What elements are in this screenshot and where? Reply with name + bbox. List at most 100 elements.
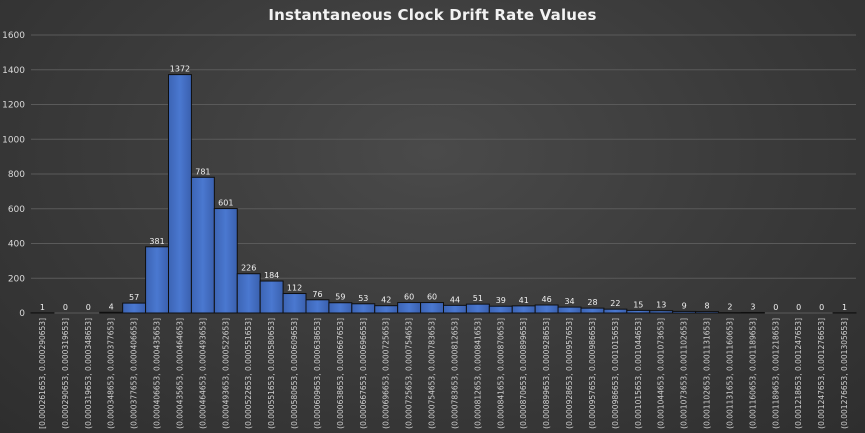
bar bbox=[99, 311, 124, 314]
x-tick-label: (0.000957653, 0.000986653] bbox=[588, 318, 597, 429]
x-tick-label: (0.000986653, 0.001015653] bbox=[611, 318, 620, 429]
x-tick-label: (0.001044653, 0.001073653] bbox=[657, 318, 666, 429]
x-tick-label: (0.001218653, 0.001247653] bbox=[794, 318, 803, 429]
y-tick-label: 1600 bbox=[2, 31, 25, 41]
x-tick-label: (0.000899653, 0.000928653] bbox=[542, 318, 551, 429]
bar bbox=[145, 246, 169, 314]
data-label: 9 bbox=[682, 301, 687, 310]
bar bbox=[580, 307, 605, 314]
y-tick-label: 200 bbox=[8, 274, 25, 284]
y-tick-label: 1400 bbox=[2, 66, 25, 76]
data-label: 4 bbox=[109, 302, 114, 311]
data-label: 60 bbox=[404, 293, 414, 302]
bar bbox=[397, 302, 422, 314]
bar bbox=[190, 176, 215, 314]
bar bbox=[488, 305, 513, 314]
data-label: 0 bbox=[819, 303, 824, 312]
data-label: 1 bbox=[842, 303, 847, 312]
x-tick-label: (0.000406653, 0.000435653] bbox=[153, 318, 162, 429]
data-label: 57 bbox=[129, 293, 139, 302]
x-tick-label: (0.001102653, 0.001131653] bbox=[703, 318, 712, 429]
x-tick-label: (0.000870653, 0.000899653] bbox=[519, 318, 528, 429]
data-label: 0 bbox=[773, 303, 778, 312]
data-label: 41 bbox=[519, 296, 529, 305]
x-tick-label: (0.001247653, 0.001276653] bbox=[817, 318, 826, 429]
bar bbox=[695, 311, 719, 314]
bar bbox=[328, 302, 353, 314]
x-tick-label: (0.000841653, 0.000870653] bbox=[496, 318, 505, 429]
data-label: 112 bbox=[287, 284, 302, 293]
data-label: 76 bbox=[312, 290, 322, 299]
data-label: 28 bbox=[587, 298, 597, 307]
bar bbox=[305, 299, 330, 314]
data-label: 0 bbox=[796, 303, 801, 312]
data-label: 42 bbox=[381, 296, 391, 305]
x-axis-ticks: [0.000261653, 0.000290653] (0.000290653, … bbox=[38, 318, 849, 429]
data-label: 39 bbox=[496, 296, 506, 305]
data-label: 1 bbox=[40, 303, 45, 312]
data-label: 44 bbox=[450, 295, 460, 304]
data-label: 381 bbox=[149, 237, 164, 246]
data-label: 22 bbox=[610, 299, 620, 308]
x-tick-label: (0.001276653, 0.001305653] bbox=[840, 318, 849, 429]
x-tick-label: (0.000928653, 0.000957653] bbox=[565, 318, 574, 429]
x-tick-label: (0.000696653, 0.000725653] bbox=[382, 318, 391, 429]
x-tick-label: (0.000493653, 0.000522653] bbox=[221, 318, 230, 429]
y-tick-label: 1200 bbox=[2, 101, 25, 111]
x-tick-label: (0.000812653, 0.000841653] bbox=[473, 318, 482, 429]
bar bbox=[740, 311, 765, 314]
x-tick-label: (0.000580653, 0.000609653] bbox=[290, 318, 299, 429]
bar bbox=[236, 273, 261, 314]
bar bbox=[603, 308, 628, 314]
data-label: 59 bbox=[335, 293, 345, 302]
data-label: 13 bbox=[656, 301, 666, 310]
y-tick-label: 600 bbox=[8, 205, 25, 215]
x-tick-label: (0.000638653, 0.000667653] bbox=[336, 318, 345, 429]
bar bbox=[282, 293, 307, 314]
x-tick-label: (0.000319653, 0.000348653] bbox=[84, 318, 93, 429]
x-tick-label: (0.000377653, 0.000406653] bbox=[130, 318, 139, 429]
data-label: 51 bbox=[473, 294, 483, 303]
y-tick-label: 800 bbox=[8, 170, 25, 180]
bar bbox=[259, 280, 284, 314]
y-tick-label: 400 bbox=[8, 240, 25, 250]
bar bbox=[420, 302, 445, 314]
bar bbox=[511, 305, 536, 314]
data-label: 46 bbox=[542, 295, 552, 304]
data-label: 226 bbox=[241, 264, 256, 273]
data-label: 781 bbox=[195, 167, 210, 176]
x-tick-label: (0.000348653, 0.000377653] bbox=[107, 318, 116, 429]
y-tick-label: 1000 bbox=[2, 135, 25, 145]
y-axis-ticks: 0 200 400 600 800 1000 1200 1400 1600 bbox=[2, 31, 25, 319]
bar bbox=[168, 74, 192, 314]
x-tick-label: (0.000609653, 0.000638653] bbox=[313, 318, 322, 429]
data-label: 53 bbox=[358, 294, 368, 303]
data-label: 15 bbox=[633, 300, 643, 309]
bar bbox=[122, 302, 147, 314]
x-tick-label: (0.000435653, 0.000464653] bbox=[175, 318, 184, 429]
data-label: 184 bbox=[264, 271, 279, 280]
data-label: 601 bbox=[218, 199, 233, 208]
bar bbox=[626, 309, 651, 314]
data-label: 0 bbox=[63, 303, 68, 312]
data-label: 2 bbox=[727, 303, 732, 312]
data-label: 8 bbox=[704, 302, 709, 311]
bar bbox=[649, 310, 674, 314]
bar bbox=[213, 208, 238, 314]
data-label: 1372 bbox=[170, 65, 190, 74]
x-tick-label: [0.000261653, 0.000290653] bbox=[38, 318, 47, 429]
x-tick-label: (0.001015653, 0.001044653] bbox=[634, 318, 643, 429]
chart-title: Instantaneous Clock Drift Rate Values bbox=[268, 6, 597, 24]
data-label: 0 bbox=[86, 303, 91, 312]
bar bbox=[465, 303, 490, 314]
data-label: 60 bbox=[427, 293, 437, 302]
x-tick-label: (0.001189653, 0.001218653] bbox=[771, 318, 780, 429]
bar bbox=[374, 305, 399, 314]
bar bbox=[534, 304, 559, 314]
y-tick-label: 0 bbox=[19, 309, 25, 319]
x-tick-label: (0.000290653, 0.000319653] bbox=[61, 318, 70, 429]
x-tick-label: (0.000725653, 0.000754653] bbox=[405, 318, 414, 429]
